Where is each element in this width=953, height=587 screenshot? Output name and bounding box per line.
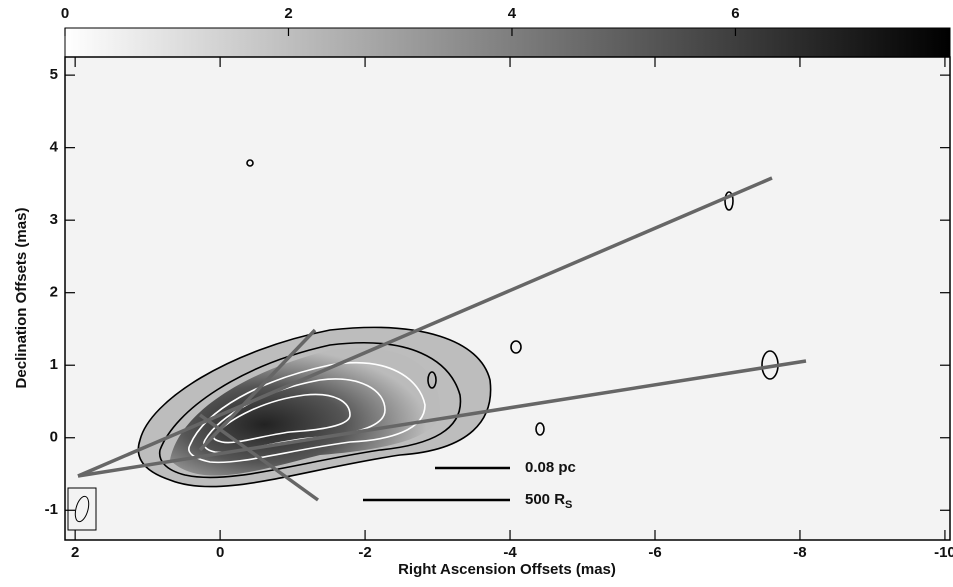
y-axis-label: Declination Offsets (mas) xyxy=(13,208,30,389)
colorbar-tick-label: 4 xyxy=(508,5,517,22)
colorbar-tick-label: 2 xyxy=(284,5,292,22)
y-tick-label: 3 xyxy=(50,211,58,228)
y-tick-label: 0 xyxy=(50,429,58,446)
x-tick-label: -10 xyxy=(934,544,953,561)
colorbar-tick-label: 6 xyxy=(731,5,739,22)
scale-bar-label: 500 RS xyxy=(525,491,572,511)
x-tick-label: -8 xyxy=(793,544,806,561)
x-tick-label: 2 xyxy=(71,544,79,561)
jet-lines xyxy=(77,176,807,502)
y-tick-label: 5 xyxy=(50,66,58,83)
x-tick-label: -2 xyxy=(358,544,371,561)
x-tick-label: -4 xyxy=(503,544,517,561)
y-tick-label: 1 xyxy=(50,356,58,373)
y-tick-label: 4 xyxy=(50,139,59,156)
colorbar xyxy=(64,27,951,58)
scale-bar-subscript: S xyxy=(565,499,572,511)
scale-bar-label: 0.08 pc xyxy=(525,459,576,476)
beam xyxy=(67,487,97,531)
colorbar-tick-label: 0 xyxy=(61,5,69,22)
x-axis-label: Right Ascension Offsets (mas) xyxy=(398,561,616,578)
y-tick-label: -1 xyxy=(45,501,58,518)
x-tick-label: 0 xyxy=(216,544,224,561)
x-tick-label: -6 xyxy=(648,544,661,561)
y-tick-label: 2 xyxy=(50,284,58,301)
scale-bar-label: 500 R xyxy=(525,491,565,508)
